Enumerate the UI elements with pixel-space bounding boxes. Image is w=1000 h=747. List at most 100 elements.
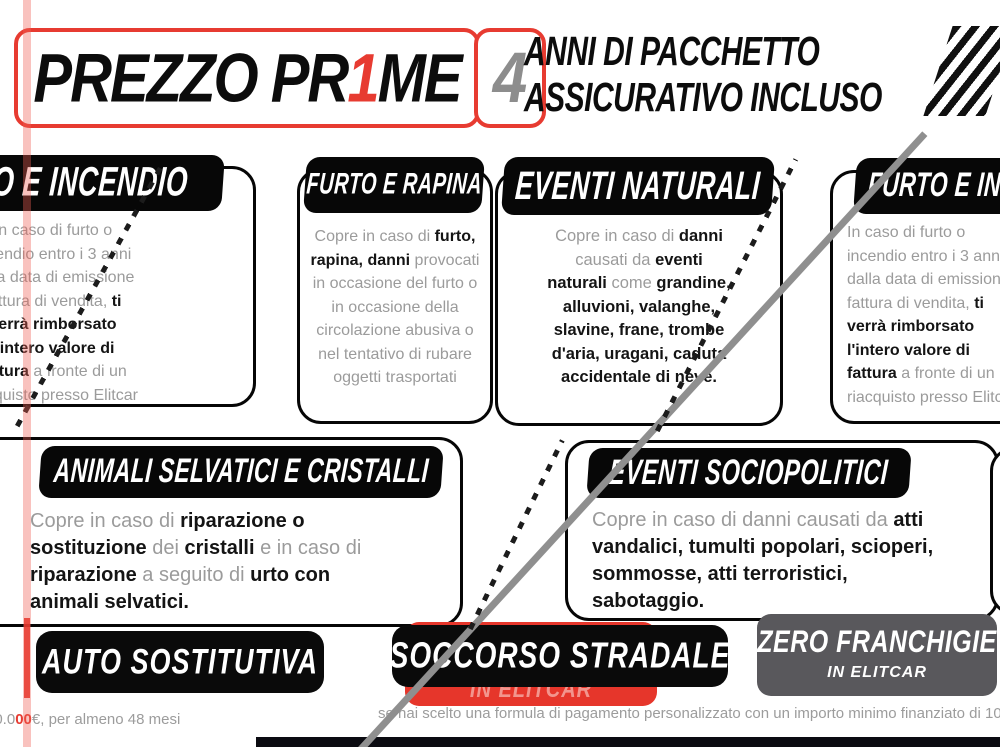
text-segment: 00 — [15, 711, 32, 728]
text-segment: eventi — [655, 250, 703, 269]
body-line: animali selvatici. — [30, 589, 460, 616]
box-sliver-right-edge — [990, 447, 1000, 615]
text-segment: causati da — [575, 250, 656, 269]
text-segment: PREZZO PR — [33, 39, 349, 117]
body-line: fattura di vendita, ti — [847, 292, 1000, 316]
text-segment: riacquisto presso Elitcar — [847, 388, 1000, 406]
corner-glitch-mark — [923, 26, 1000, 116]
body-line: Copre in caso di riparazione o — [30, 508, 460, 535]
body-line: circolazione abusiva o — [300, 319, 490, 343]
body-line: sostituzione dei cristalli e in caso di — [30, 535, 460, 562]
body-furto-e-incendio: In caso di furto o incendio entro i 3 ann… — [0, 219, 253, 407]
header-label: EVENTI SOCIOPOLITICI — [608, 452, 890, 493]
text-segment: verrà rimborsato — [847, 318, 975, 335]
body-line: riacquisto presso Elitcar — [847, 386, 1000, 410]
banner-zero-franchigie: ZERO FRANCHIGIE IN ELITCAR — [757, 614, 997, 696]
text-segment: riparazione o — [180, 510, 305, 532]
text-segment: 1 — [347, 39, 379, 117]
number-4-box: 4 — [474, 28, 546, 128]
text-segment: incendio entro i 3 anni — [847, 247, 1000, 265]
text-segment: a fronte di un — [901, 365, 995, 382]
body-line: sabotaggio. — [592, 588, 996, 615]
text-segment: atti — [893, 509, 924, 531]
subtitle-line-2: ASSICURATIVO INCLUSO — [524, 75, 882, 121]
body-line: Copre in caso di danni causati da atti — [592, 507, 996, 534]
text-segment: fattura — [0, 363, 29, 380]
body-line: l'intero valore di — [847, 339, 1000, 363]
text-segment: come — [611, 274, 657, 292]
text-segment: in occasione del furto o — [312, 275, 478, 292]
text-segment: 10.0 — [0, 711, 16, 728]
body-line: slavine, frane, trombe — [498, 319, 780, 343]
body-line: verrà rimborsato — [0, 313, 253, 337]
body-line: causati da eventi — [498, 249, 780, 273]
text-segment: ti — [974, 294, 984, 312]
banner-auto-sostitutiva: AUTO SOSTITUTIVA — [36, 631, 324, 693]
body-line: dalla data di emissione — [0, 266, 253, 290]
banner-label: AUTO SOSTITUTIVA — [41, 641, 318, 681]
text-segment: Copre in caso di — [314, 228, 435, 245]
text-segment: circolazione abusiva o — [316, 322, 474, 339]
disclaimer-left-fragment: 10.000€, per almeno 48 mesi — [0, 711, 180, 728]
text-segment: animali selvatici. — [30, 591, 189, 613]
body-line: oggetti trasportati — [300, 366, 490, 390]
text-segment: furto, — [434, 228, 476, 245]
body-line: incendio entro i 3 anni — [847, 245, 1000, 269]
text-segment: Copre in caso di — [30, 510, 181, 532]
text-segment: dalla data di emissione — [0, 269, 134, 286]
text-segment: sostituzione — [30, 537, 153, 559]
body-line: riparazione a seguito di urto con — [30, 562, 460, 589]
body-line: In caso di furto o — [0, 219, 253, 243]
text-segment: accidentale di neve. — [561, 368, 717, 386]
text-segment: In caso di furto o — [847, 224, 966, 241]
red-vertical-line-segment — [24, 618, 30, 698]
text-segment: e in caso di — [260, 537, 362, 559]
text-segment: naturali — [547, 274, 612, 292]
box-furto-e-incendio-right: FURTO E INCENDIO In caso di furto o incen… — [830, 158, 1000, 424]
header-furto-e-rapina: FURTO E RAPINA — [303, 157, 485, 213]
text-segment: fattura di vendita, — [0, 292, 108, 310]
body-line: l'intero valore di — [0, 337, 253, 361]
header-furto-e-incendio: FURTO E INCENDIO — [0, 155, 225, 211]
body-line: in occasione del furto o — [300, 272, 490, 296]
red-vertical-line — [23, 0, 31, 747]
text-segment: fattura di vendita, — [847, 294, 975, 312]
box-furto-e-incendio-left: FURTO E INCENDIO In caso di furto o incen… — [0, 155, 256, 407]
body-line: dalla data di emissione — [847, 268, 1000, 292]
title-subtitle: ANNI DI PACCHETTO ASSICURATIVO INCLUSO — [524, 30, 882, 122]
body-line: nel tentativo di rubare — [300, 343, 490, 367]
box-eventi-sociopolitici: EVENTI SOCIOPOLITICI Copre in caso di da… — [565, 440, 999, 621]
text-segment: fattura — [847, 365, 902, 382]
subtitle-line-1: ANNI DI PACCHETTO — [524, 30, 820, 75]
box-animali-selvatici-e-cristalli: ANIMALI SELVATICI E CRISTALLI Copre in c… — [0, 437, 463, 627]
text-segment: danni — [678, 227, 723, 245]
text-segment: slavine, frane, trombe — [553, 321, 725, 339]
text-segment: rapina, danni — [310, 251, 415, 269]
body-line: sommosse, atti terroristici, — [592, 561, 996, 588]
text-segment: Copre in caso di — [555, 227, 679, 245]
text-segment: verrà rimborsato — [0, 316, 117, 333]
text-segment: sabotaggio. — [592, 590, 705, 612]
dashed-diagonal-glitch-line — [468, 439, 565, 631]
text-segment: dei — [152, 537, 185, 559]
body-furto-e-incendio: In caso di furto o incendio entro i 3 ann… — [833, 221, 1000, 409]
text-segment: incendio entro i 3 anni — [0, 245, 132, 263]
body-line: Copre in caso di furto, — [300, 225, 490, 249]
text-segment: urto con — [250, 564, 331, 586]
text-segment: ME — [377, 39, 463, 117]
text-segment: a seguito di — [142, 564, 251, 586]
text-segment: sommosse, atti terroristici, — [592, 563, 848, 585]
body-line: incendio entro i 3 anni — [0, 243, 253, 267]
brand-title: PREZZO PR1ME — [33, 38, 463, 117]
body-line: fattura a fronte di un — [847, 362, 1000, 386]
body-line: In caso di furto o — [847, 221, 1000, 245]
text-segment: riparazione — [30, 564, 143, 586]
text-segment: oggetti trasportati — [333, 369, 457, 386]
box-eventi-naturali: EVENTI NATURALI Copre in caso di danni ca… — [495, 157, 783, 426]
header-label: ANIMALI SELVATICI E CRISTALLI — [52, 452, 430, 491]
number-4: 4 — [492, 38, 528, 118]
body-line: fattura a fronte di un — [0, 360, 253, 384]
box-furto-e-rapina: FURTO E RAPINA Copre in caso di furto, ra… — [297, 157, 493, 424]
text-segment: l'intero valore di — [847, 341, 970, 359]
